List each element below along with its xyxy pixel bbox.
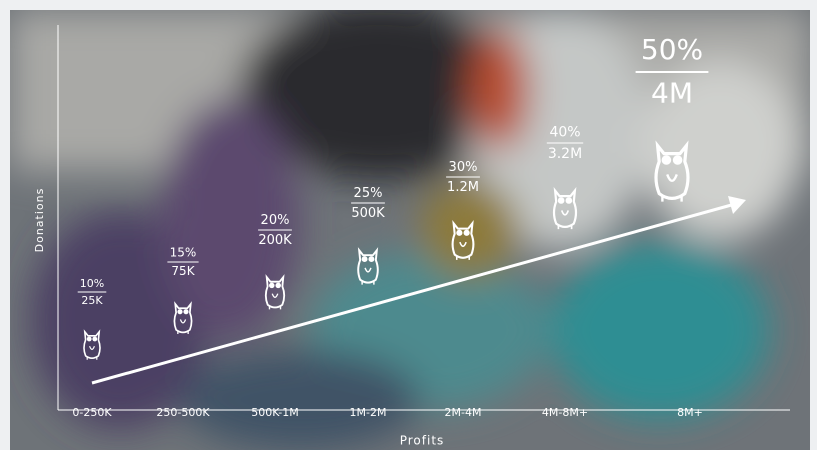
tier-donation: 3.2M [548, 146, 582, 162]
x-tick-label: 4M-8M+ [542, 406, 588, 419]
tier-percent: 25% [354, 186, 383, 201]
tier-percent: 30% [449, 160, 478, 175]
arrow-head [728, 196, 746, 214]
x-tick-label: 500K-1M [251, 406, 299, 419]
tier-donation: 500K [351, 206, 385, 221]
tier-percent: 10% [80, 277, 104, 290]
tier-percent: 15% [170, 246, 197, 260]
tiers: 10% 25K 0-250K 15% 75K 250-500K 20% 200K 500K-1M… [72, 33, 709, 419]
x-tick-label: 1M-2M [350, 406, 387, 419]
tier-donation: 25K [81, 294, 103, 307]
tier-percent: 50% [641, 33, 703, 66]
x-axis-label: Profits [400, 434, 445, 448]
x-tick-label: 250-500K [156, 406, 210, 419]
growth-arrow [91, 202, 736, 385]
tier-percent: 40% [549, 125, 580, 141]
tier-donation: 1.2M [447, 180, 479, 195]
x-tick-label: 2M-4M [445, 406, 482, 419]
y-axis-label: Donations [33, 188, 46, 253]
tier-donation: 4M [651, 76, 693, 109]
background [10, 10, 810, 450]
x-tick-label: 0-250K [72, 406, 112, 419]
tier-donation: 75K [171, 264, 195, 278]
x-tick-label: 8M+ [677, 406, 703, 419]
tier-percent: 20% [261, 213, 290, 228]
tier-donation: 200K [258, 233, 292, 248]
